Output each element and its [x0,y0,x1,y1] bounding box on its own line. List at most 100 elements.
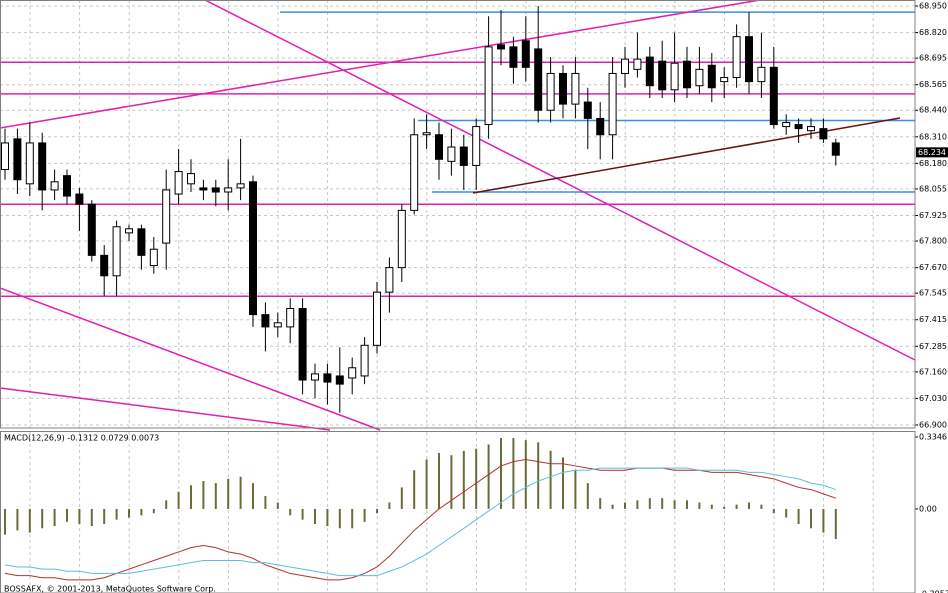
candle-body [1,142,9,171]
candle-body [633,58,642,70]
y-tick-label: 67.545 [919,289,947,298]
candle-body [583,101,592,119]
candle-body [559,72,567,105]
trend-line [0,0,761,129]
candle-body [670,62,679,91]
price-tag [916,147,948,158]
candle-body [546,72,555,111]
candle-body [13,138,22,181]
macd-line [4,467,836,577]
y-tick-label: 68.055 [919,184,947,193]
trend-line [0,287,381,431]
y-tick-label: 68.820 [919,28,947,37]
candle-body [236,183,245,189]
trend-line [0,387,331,431]
candle-body [596,117,605,136]
candle-body [410,134,419,211]
candle-body [422,132,431,136]
trend-line [204,0,916,361]
candle-body [261,314,270,328]
price-tag-label: 68.234 [918,148,946,157]
candle-body [335,375,344,385]
candle-body [149,248,158,267]
y-tick-label: 67.670 [919,263,947,272]
candle-body [695,68,704,87]
candle-body [187,173,195,185]
y-tick-label: 67.285 [919,342,947,351]
candle-body [720,77,729,83]
candle-body [50,181,59,191]
candle-body [571,72,580,105]
candle-body [397,209,406,269]
candle-body [125,228,133,234]
candle-body [831,142,840,156]
candle-body [25,142,34,185]
y-tick-label: 68.310 [919,132,947,141]
candle-body [311,373,319,381]
candle-body [521,40,530,68]
watermark: BOSSAFX, © 2001-2013, MetaQuotes Softwar… [4,585,216,593]
candle-body [497,44,505,50]
y-tick-label: 68.180 [919,159,947,168]
candle-body [63,175,71,197]
candle-body [385,267,394,293]
y-tick-label: 68.695 [919,54,947,63]
y-tick-label: 67.030 [919,394,947,403]
candle-body [373,291,381,346]
candle-body [323,373,332,383]
candle-body [745,36,753,83]
y-tick-label: 0.3346 [919,433,947,442]
candle-body [286,307,295,328]
candle-body [484,46,493,126]
panel-frame [0,431,916,593]
candle-body [645,56,654,87]
candle-body [360,344,369,377]
candle-body [794,124,803,130]
candle-body [732,36,741,79]
y-tick-label: 68.565 [919,80,947,89]
candle-body [459,146,468,166]
y-tick-label: 67.800 [919,237,947,246]
candle-body [608,72,617,136]
candle-body [534,48,543,111]
candle-body [782,122,791,128]
candle-body [509,46,518,68]
candle-body [769,66,778,126]
candle-body [348,367,357,379]
candle-body [112,226,121,277]
candle-body [807,126,815,132]
candle-body [819,128,828,140]
candle-body [298,307,307,381]
y-tick-label: 67.925 [919,211,947,220]
y-tick-label: 68.440 [919,106,947,115]
candle-body [707,64,716,89]
trend-lines [0,0,916,431]
candle-body [38,142,47,191]
candle-body [757,66,766,83]
candle-body [249,181,257,316]
trend-line [472,117,901,194]
candle-body [447,146,456,162]
candle-body [174,171,183,195]
candle-body [211,187,220,193]
y-tick-label: 67.415 [919,315,947,324]
candle-body [75,193,84,205]
y-tick-label: 66.900 [919,421,947,430]
candle-body [137,228,146,256]
candle-body [87,203,96,256]
panel-frame [0,0,916,429]
candle-body [100,254,109,277]
y-tick-label: 68.950 [919,2,947,11]
y-tick-label: 67.160 [919,367,947,376]
candle-body [224,187,233,193]
macd-label: MACD(12,26,9) -0.1312 0.0729 0.0073 [4,434,159,443]
candle-body [273,322,282,328]
candle-body [199,187,208,191]
candle-body [621,58,629,74]
candle-body [435,134,443,160]
y-tick-label: 0.00 [919,504,937,513]
y-tick-label: -0.3957 [919,590,948,593]
candle-body [658,60,667,91]
candle-body [162,189,171,244]
